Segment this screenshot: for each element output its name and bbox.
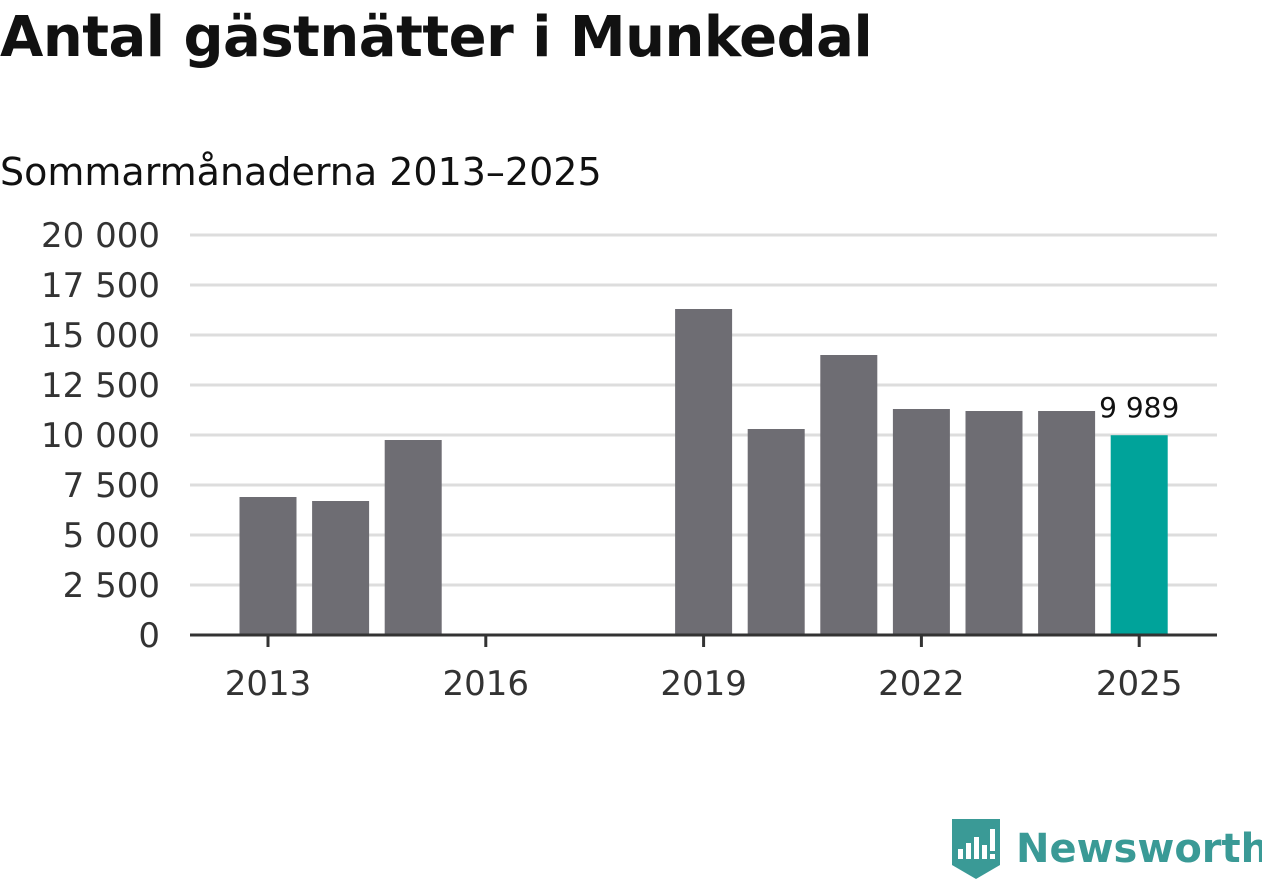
bar: [384, 440, 442, 635]
chart-title: Antal gästnätter i Munkedal: [0, 5, 873, 70]
brand-name: Newsworthy: [1016, 826, 1262, 872]
newsworthy-logo-icon: [952, 819, 1000, 879]
chart-subtitle: Sommarmånaderna 2013–2025: [0, 150, 602, 194]
bar: [675, 309, 733, 635]
bar: [965, 411, 1023, 635]
x-tick-label: 2013: [225, 664, 312, 704]
y-tick-label: 7 500: [63, 466, 160, 506]
bar: [239, 497, 297, 635]
y-tick-label: 2 500: [63, 566, 160, 606]
bar: [747, 429, 805, 635]
bar: [1038, 411, 1096, 635]
y-tick-label: 0: [138, 616, 160, 656]
bar: [1110, 435, 1168, 635]
x-tick-label: 2016: [443, 664, 530, 704]
data-label: 9 989: [1099, 391, 1179, 424]
y-tick-label: 20 000: [41, 216, 160, 256]
bar: [312, 501, 370, 635]
x-tick-label: 2025: [1096, 664, 1183, 704]
x-tick-label: 2022: [878, 664, 965, 704]
bar: [892, 409, 950, 635]
y-tick-label: 12 500: [41, 366, 160, 406]
bar: [820, 355, 878, 635]
y-tick-label: 5 000: [63, 516, 160, 556]
y-tick-label: 15 000: [41, 316, 160, 356]
y-tick-label: 17 500: [41, 266, 160, 306]
x-tick-label: 2019: [660, 664, 747, 704]
y-tick-label: 10 000: [41, 416, 160, 456]
brand-logo: Newsworthy: [950, 818, 1262, 880]
